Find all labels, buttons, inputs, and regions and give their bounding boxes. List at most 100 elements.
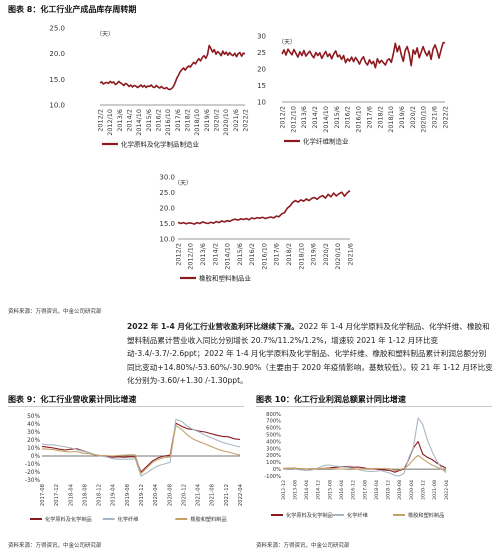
y-tick-label: -20% (25, 470, 40, 476)
legend-label-2: 橡胶和塑料制品 (190, 515, 226, 523)
x-tick-label: 2013-08 (292, 480, 298, 500)
commentary-body: 2022 年 1-4 月化学原料及化学制品、化学纤维、橡胶和塑料制品累计营业收入… (127, 322, 493, 386)
x-tick-label: 2019-08 (125, 483, 131, 506)
y-tick-label: 300% (266, 446, 281, 452)
y-tick-label: -30% (25, 478, 40, 484)
x-tick-label: 2017-08 (40, 483, 46, 506)
legend-label-0: 化学原料及化学制品 (45, 515, 92, 523)
x-tick-label: 2018/10 (297, 243, 305, 270)
x-tick-label: 2020-12 (181, 484, 187, 506)
y-tick-label: 20.0 (159, 204, 175, 212)
y-tick-label: 20 (257, 65, 266, 73)
y-tick-label: 800% (266, 412, 281, 418)
x-tick-label: 2020/2 (322, 243, 330, 266)
x-tick-label: 2018-08 (82, 483, 88, 506)
legend-label-2: 橡胶和塑料制品 (408, 511, 444, 519)
x-tick-label: 2015-08 (327, 480, 333, 500)
series-line-0 (99, 44, 246, 91)
legend-label-1: 化学纤维 (347, 511, 368, 519)
x-tick-label: 2016/10 (355, 106, 363, 133)
y-tick-label: 10.0 (159, 235, 175, 243)
x-tick-label: 2018/10 (193, 109, 201, 136)
x-tick-label: 2012/2 (96, 109, 104, 132)
x-tick-label: 2017/6 (273, 243, 281, 266)
x-tick-label: 2014-04 (304, 480, 310, 500)
x-tick-label: 2020/2 (409, 106, 417, 129)
legend-label-0: 化学原料及化学制品 (286, 511, 333, 519)
y-tick-label: 10 (257, 98, 266, 106)
x-tick-label: 2020-04 (409, 480, 415, 500)
x-tick-label: 2014/10 (135, 109, 143, 136)
x-tick-label: 2014/2 (311, 106, 319, 129)
series-line-0 (177, 189, 351, 225)
x-tick-label: 2017/6 (365, 106, 373, 129)
x-tick-label: 2018/2 (183, 109, 191, 132)
x-tick-label: 2015/6 (145, 109, 153, 132)
x-tick-label: 2018-04 (68, 483, 74, 506)
x-tick-label: 2015/6 (236, 243, 244, 266)
series-line-0 (282, 441, 447, 473)
x-tick-label: 2012/10 (289, 106, 297, 133)
x-tick-label: 2021-12 (224, 484, 230, 506)
figure8-title: 图表 8：化工行业产成品库存周转期 (8, 5, 137, 14)
x-tick-label: 2012/10 (106, 109, 114, 136)
commentary-paragraph: 2022 年 1-4 月化工行业营收盈利环比继续下滑。2022 年 1-4 月化… (127, 320, 493, 388)
x-tick-label: 2020-12 (421, 480, 427, 500)
x-tick-label: 2020/10 (420, 106, 428, 133)
x-tick-label: 2019/6 (398, 106, 406, 129)
figure10-divider (256, 406, 492, 407)
y-tick-label: 400% (266, 439, 281, 445)
x-tick-label: 2018-12 (97, 484, 103, 506)
x-tick-label: 2022-04 (238, 483, 244, 506)
x-tick-label: 2022/2 (241, 109, 249, 132)
figure9-source: 资料来源：万得资讯，中金公司研究部 (8, 543, 102, 549)
y-tick-label: 10% (27, 446, 40, 452)
figure9-title: 图表 9：化工行业营收累计同比增速 (8, 395, 137, 404)
y-tick-label: -10% (25, 462, 40, 468)
x-tick-label: 2020/2 (212, 109, 220, 132)
x-tick-label: 2013/6 (116, 109, 124, 132)
figure8-source: 资料来源：万得资讯，中金公司研究部 (8, 309, 102, 315)
x-tick-label: 2020-04 (153, 483, 159, 506)
x-tick-label: 2018/2 (376, 106, 384, 129)
x-tick-label: 2019-08 (397, 480, 403, 500)
x-tick-label: 2021/6 (232, 109, 240, 132)
legend-label: 化学纤维制造业 (303, 137, 349, 146)
y-tick-label: 40% (27, 422, 40, 428)
x-tick-label: 2020/10 (334, 243, 342, 270)
series-line-0 (281, 41, 446, 69)
y-tick-label: 25.0 (159, 189, 175, 197)
commentary-heading: 2022 年 1-4 月化工行业营收盈利环比继续下滑。 (127, 322, 299, 331)
x-tick-label: 2021-08 (432, 480, 438, 500)
x-tick-label: 2017-12 (54, 484, 60, 506)
legend-label: 化学原料及化学制品制造业 (121, 140, 200, 149)
series-line-2 (41, 425, 241, 475)
y-tick-label: 15.0 (159, 220, 175, 228)
x-tick-label: 2015/6 (333, 106, 341, 129)
y-tick-label: 20% (27, 438, 40, 444)
y-tick-label: 15.0 (49, 76, 65, 84)
x-tick-label: 2016/2 (154, 109, 162, 132)
figure9-divider (8, 406, 244, 407)
x-tick-label: 2021/6 (346, 243, 354, 266)
x-tick-label: 2019/6 (310, 243, 318, 266)
x-tick-label: 2016/10 (164, 109, 172, 136)
y-tick-label: 500% (266, 432, 281, 438)
x-tick-label: 2020/10 (222, 109, 230, 136)
x-tick-label: 2016/10 (260, 243, 268, 270)
figure10-title: 图表 10：化工行业利润总额累计同比增速 (256, 395, 406, 404)
x-tick-label: 2018-12 (386, 480, 392, 500)
y-tick-label: 50% (27, 414, 40, 420)
x-tick-label: 2018/10 (387, 106, 395, 133)
y-tick-label: 10.0 (49, 101, 65, 109)
unit-label: （天） (96, 31, 114, 38)
x-tick-label: 2019/6 (203, 109, 211, 132)
unit-label: （天） (278, 39, 296, 46)
legend-label: 橡胶和塑料制品业 (199, 274, 252, 283)
y-tick-label: 25.0 (49, 24, 65, 32)
x-tick-label: 2013/6 (300, 106, 308, 129)
x-tick-label: 2019-12 (139, 484, 145, 506)
